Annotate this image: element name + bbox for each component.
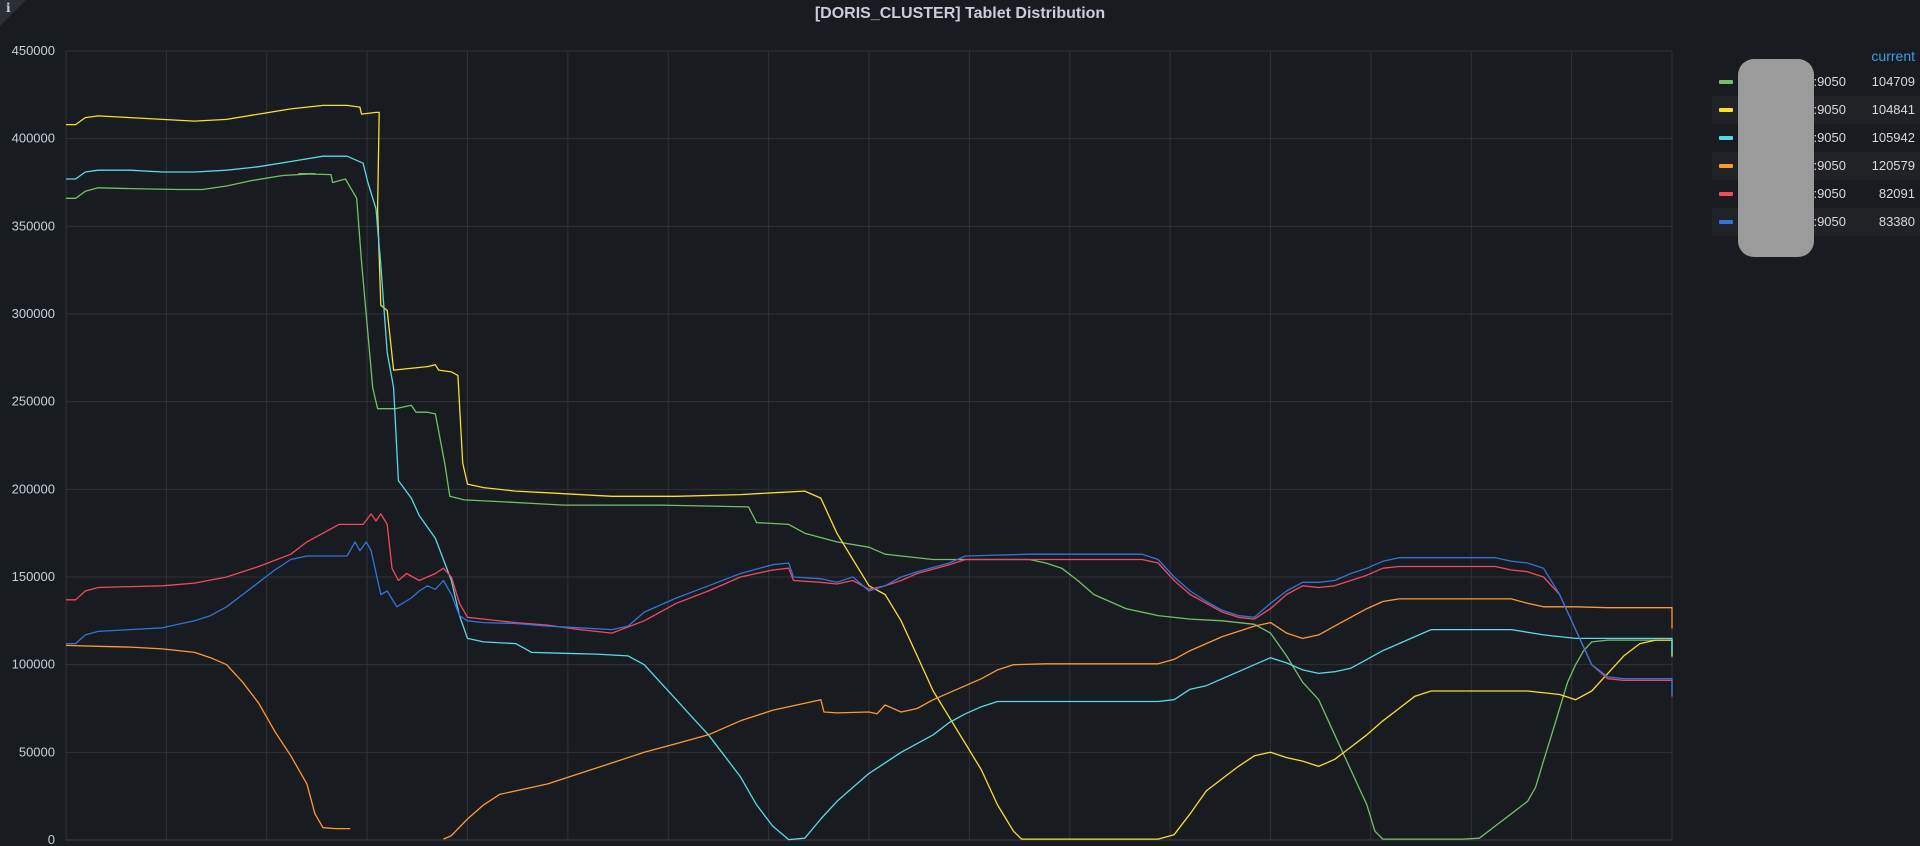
- y-tick-label: 250000: [12, 394, 55, 409]
- y-tick-label: 450000: [12, 43, 55, 58]
- legend-item[interactable]: :9050 104709: [1712, 68, 1920, 96]
- legend-series-name[interactable]: :9050: [1813, 158, 1846, 173]
- y-tick-label: 300000: [12, 306, 55, 321]
- legend-series-name[interactable]: :9050: [1813, 74, 1846, 89]
- y-tick-label: 150000: [12, 569, 55, 584]
- legend-item[interactable]: :9050 105942: [1712, 124, 1920, 152]
- series-line-6: [66, 541, 1673, 696]
- legend-current-value: 82091: [1878, 186, 1915, 201]
- legend-series-name[interactable]: :9050: [1813, 102, 1846, 117]
- legend-current-value: 120579: [1871, 158, 1915, 173]
- series-line-1: [66, 173, 1673, 840]
- legend-header-current[interactable]: current: [1871, 48, 1915, 64]
- y-tick-label: 350000: [12, 218, 55, 233]
- legend-current-value: 104709: [1871, 74, 1915, 89]
- y-tick-label: 0: [48, 832, 55, 846]
- y-tick-label: 50000: [19, 744, 55, 759]
- series-line-4: [65, 598, 1673, 840]
- legend-color-swatch[interactable]: [1719, 108, 1733, 112]
- y-tick-label: 400000: [12, 131, 55, 146]
- legend-series-name[interactable]: :9050: [1813, 214, 1846, 229]
- info-corner[interactable]: [0, 0, 26, 26]
- series-line-3: [66, 155, 1673, 841]
- legend-item[interactable]: :9050 82091: [1712, 180, 1920, 208]
- legend-current-value: 104841: [1871, 102, 1915, 117]
- legend-color-swatch[interactable]: [1719, 192, 1733, 196]
- y-tick-label: 200000: [12, 481, 55, 496]
- y-tick-label: 100000: [12, 657, 55, 672]
- legend-current-value: 83380: [1878, 214, 1915, 229]
- legend-color-swatch[interactable]: [1719, 80, 1733, 84]
- legend-color-swatch[interactable]: [1719, 164, 1733, 168]
- panel-title[interactable]: [DORIS_CLUSTER] Tablet Distribution: [814, 5, 1106, 22]
- legend-series-name[interactable]: :9050: [1813, 186, 1846, 201]
- redaction-mask: [1738, 59, 1814, 257]
- legend-series-name[interactable]: :9050: [1813, 130, 1846, 145]
- legend-color-swatch[interactable]: [1719, 136, 1733, 140]
- series-line-5: [66, 513, 1673, 697]
- legend-current-value: 105942: [1871, 130, 1915, 145]
- info-icon[interactable]: i: [6, 1, 11, 15]
- series-line-2: [66, 104, 1673, 840]
- legend-color-swatch[interactable]: [1719, 220, 1733, 224]
